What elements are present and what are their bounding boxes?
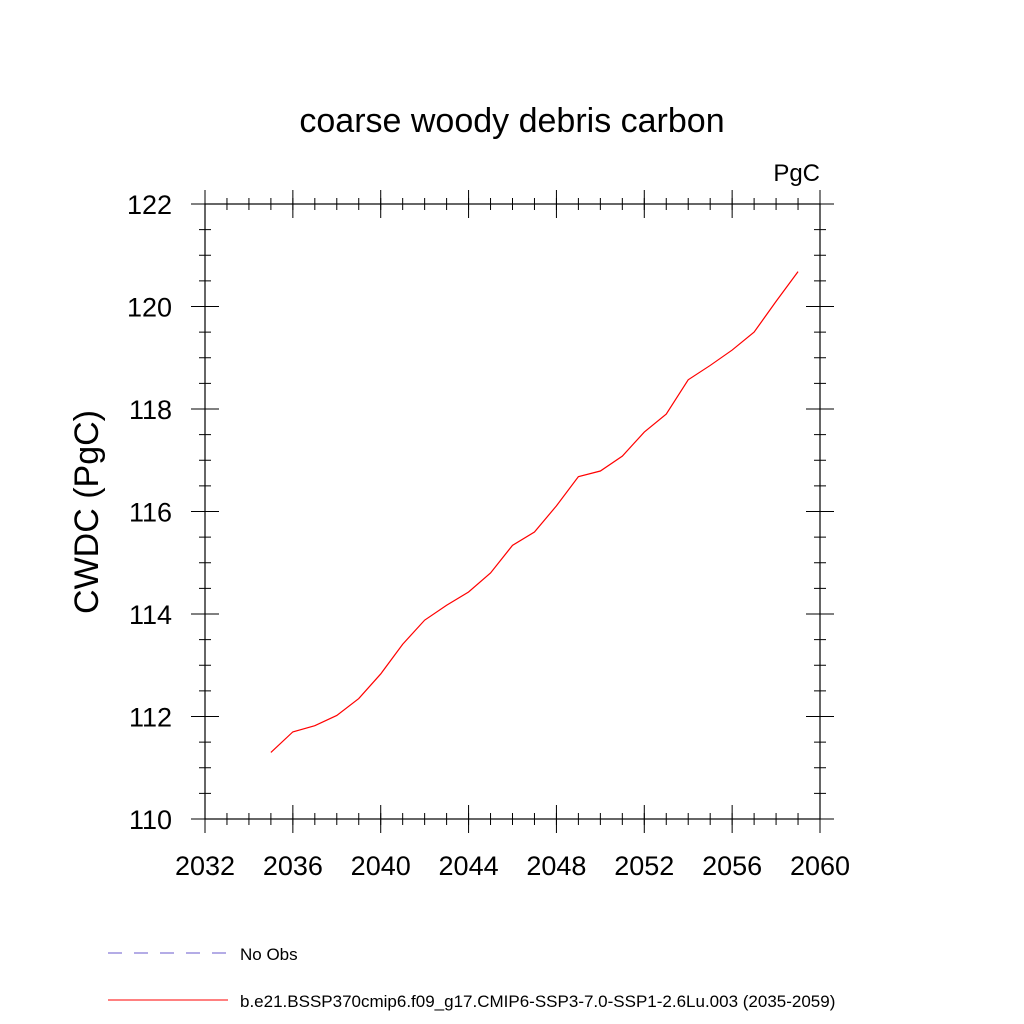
y-tick-labels: 110 112 114 116 118 120 122 xyxy=(127,190,172,835)
series-line-1 xyxy=(270,271,799,753)
x-tick-label: 2048 xyxy=(526,851,586,881)
x-tick-label: 2056 xyxy=(702,851,762,881)
y-tick-label: 122 xyxy=(127,190,172,220)
y-tick-label: 118 xyxy=(129,395,172,425)
x-tick-label: 2036 xyxy=(263,851,323,881)
plot-frame xyxy=(204,203,821,820)
x-tick-label: 2032 xyxy=(175,851,235,881)
legend-label-0: No Obs xyxy=(240,945,298,964)
y-tick-label: 110 xyxy=(129,805,172,835)
y-tick-label: 116 xyxy=(129,498,172,528)
y-tick-label: 114 xyxy=(129,600,172,630)
y-tick-label: 120 xyxy=(127,293,172,323)
x-tick-label: 2052 xyxy=(614,851,674,881)
chart-title: coarse woody debris carbon xyxy=(299,102,724,140)
x-tick-label: 2060 xyxy=(790,851,850,881)
units-label: PgC xyxy=(773,160,820,187)
series-lines xyxy=(270,271,799,753)
x-tick-labels: 2032 2036 2040 2044 2048 2052 2056 2060 xyxy=(175,851,850,881)
legend-label-1: b.e21.BSSP370cmip6.f09_g17.CMIP6-SSP3-7.… xyxy=(240,992,835,1011)
minor-ticks xyxy=(199,198,826,825)
y-axis-label: CWDC (PgC) xyxy=(68,410,106,614)
y-tick-label: 112 xyxy=(129,703,172,733)
legend: No Obs b.e21.BSSP370cmip6.f09_g17.CMIP6-S… xyxy=(108,945,835,1011)
x-tick-label: 2044 xyxy=(439,851,499,881)
x-tick-label: 2040 xyxy=(351,851,411,881)
